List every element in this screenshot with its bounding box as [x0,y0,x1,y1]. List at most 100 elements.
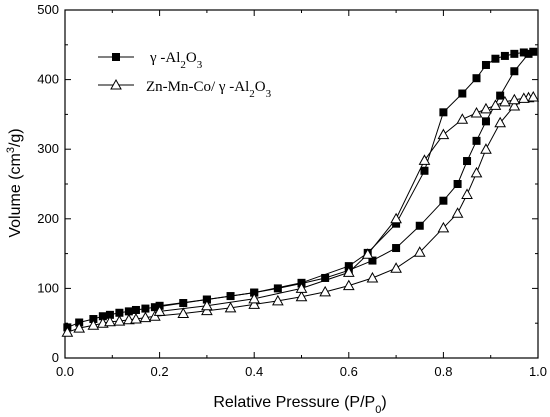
y-tick-label: 500 [37,2,59,17]
gamma-alumina-desorption-point [250,288,259,297]
gamma-alumina-adsorption-point [273,284,282,293]
series-markers [61,47,540,337]
zn-mn-co-desorption-point [390,212,402,224]
zn-mn-co-desorption-line [159,96,534,312]
legend-entry-zn-mn-co: Zn-Mn-Co/ γ -Al2O3 [98,78,272,100]
gamma-alumina-adsorption-point [463,157,472,166]
zn-mn-co-adsorption-point [87,319,100,330]
zn-mn-co-adsorption-point [61,326,74,337]
zn-mn-co-desorption-point [153,305,166,316]
zn-mn-co-adsorption-point [390,262,402,273]
x-tick-label: 0.2 [151,364,169,379]
gamma-alumina-adsorption-point [415,221,424,230]
gamma-alumina-desorption-point [481,60,490,69]
zn-mn-co-adsorption-point [508,100,521,111]
zn-mn-co-desorption-point [517,92,530,103]
zn-mn-co-desorption-point [418,154,431,165]
legend-label-zn-mn-co: Zn-Mn-Co/ γ -Al2O3 [146,79,272,100]
zn-mn-co-desorption-point [456,113,469,124]
zn-mn-co-adsorption-point [224,301,237,313]
zn-mn-co-adsorption-point [177,307,190,318]
zn-mn-co-adsorption-point [480,143,492,154]
zn-mn-co-desorption-point [508,93,521,105]
gamma-alumina-adsorption-point [89,315,98,324]
gamma-alumina-adsorption-point [124,307,133,316]
legend: γ -Al2O3 Zn-Mn-Co/ γ -Al2O3 [98,50,272,100]
x-tick-label: 0.8 [434,364,452,379]
gamma-alumina-adsorption-point [510,67,519,76]
zn-mn-co-adsorption-point [437,221,450,233]
x-tick-label: 0.0 [56,364,74,379]
zn-mn-co-adsorption-point [461,188,473,199]
zn-mn-co-adsorption-point [470,166,483,178]
zn-mn-co-desorption-point [527,90,540,102]
gamma-alumina-adsorption-point [481,117,490,126]
gamma-alumina-adsorption-point [453,180,462,188]
plot-frame [64,9,539,359]
x-tick-label: 0.4 [245,364,263,379]
zn-mn-co-desorption-point [201,299,213,311]
gamma-alumina-adsorption-point [439,196,448,205]
gamma-alumina-adsorption-point [105,310,114,319]
y-axis-title: Volume (cm3/g) [5,128,24,237]
gamma-alumina-desorption-point [344,262,353,271]
gamma-alumina-adsorption-point [392,244,401,253]
zn-mn-co-adsorption-point [413,246,426,257]
gamma-alumina-desorption-point [420,166,429,175]
gamma-alumina-adsorption-point [98,312,107,321]
zn-mn-co-adsorption-point [366,271,379,283]
axis-ticks: 0.0 0.2 0.4 0.6 0.8 1.0 0 100 200 300 400 500 [37,2,547,379]
gamma-alumina-adsorption-point [368,256,377,265]
gamma-alumina-adsorption-point [141,304,150,313]
y-tick-label: 400 [37,72,59,87]
gamma-alumina-desorption-point [510,49,519,58]
zn-mn-co-adsorption-point [139,311,152,323]
zn-mn-co-desorption-point [489,99,502,110]
zn-mn-co-desorption-point [480,102,492,114]
zn-mn-co-adsorption-point [113,315,126,326]
y-tick-label: 100 [37,280,59,295]
legend-marker-triangle [110,78,122,90]
zn-mn-co-desorption-point [437,128,450,140]
legend-label-gamma-alumina: γ -Al2O3 [149,50,203,71]
x-tick-label: 1.0 [529,364,547,379]
gamma-alumina-adsorption-point [321,273,330,282]
zn-mn-co-adsorption-point [342,279,355,291]
legend-entry-gamma-alumina: γ -Al2O3 [98,50,203,71]
gamma-alumina-desorption-point [529,47,538,56]
zn-mn-co-adsorption-point [130,312,142,324]
legend-marker-square [112,53,120,61]
zn-mn-co-adsorption-point [73,322,86,333]
gamma-alumina-adsorption-point [524,49,533,58]
gamma-alumina-desorption-point [491,54,500,63]
zn-mn-co-desorption-point [295,282,308,293]
gamma-alumina-adsorption-point [150,303,159,312]
zn-mn-co-adsorption-point [248,298,261,309]
x-tick-label: 0.6 [340,364,358,379]
gamma-alumina-adsorption-point [226,292,235,301]
zn-mn-co-adsorption-point [272,294,284,306]
gamma-alumina-desorption-point [202,295,211,304]
y-tick-label: 0 [52,350,59,365]
y-tick-label: 300 [37,141,59,156]
gamma-alumina-desorption-point [519,48,528,57]
gamma-alumina-adsorption-point [472,136,481,145]
zn-mn-co-adsorption-point [104,315,116,327]
gamma-alumina-adsorption-point [131,305,140,314]
gamma-alumina-desorption-point [392,219,401,228]
gamma-alumina-adsorption-point [179,299,188,308]
gamma-alumina-adsorption-point [496,91,505,100]
y-tick-label: 200 [37,211,59,226]
zn-mn-co-adsorption-point [295,290,308,302]
plot-area: 0.0 0.2 0.4 0.6 0.8 1.0 0 100 200 300 400 500 [37,2,547,379]
x-axis-title: Relative Pressure (P/P0) [213,394,386,416]
gamma-alumina-desorption-point [458,89,467,98]
zn-mn-co-desorption-point [470,106,483,118]
zn-mn-co-adsorption-point [451,207,464,218]
zn-mn-co-adsorption-point [494,116,507,128]
gamma-alumina-desorption-point [472,74,481,83]
gamma-alumina-desorption-point [500,51,509,60]
gamma-alumina-desorption-point [439,108,448,117]
zn-mn-co-adsorption-point [319,285,331,297]
